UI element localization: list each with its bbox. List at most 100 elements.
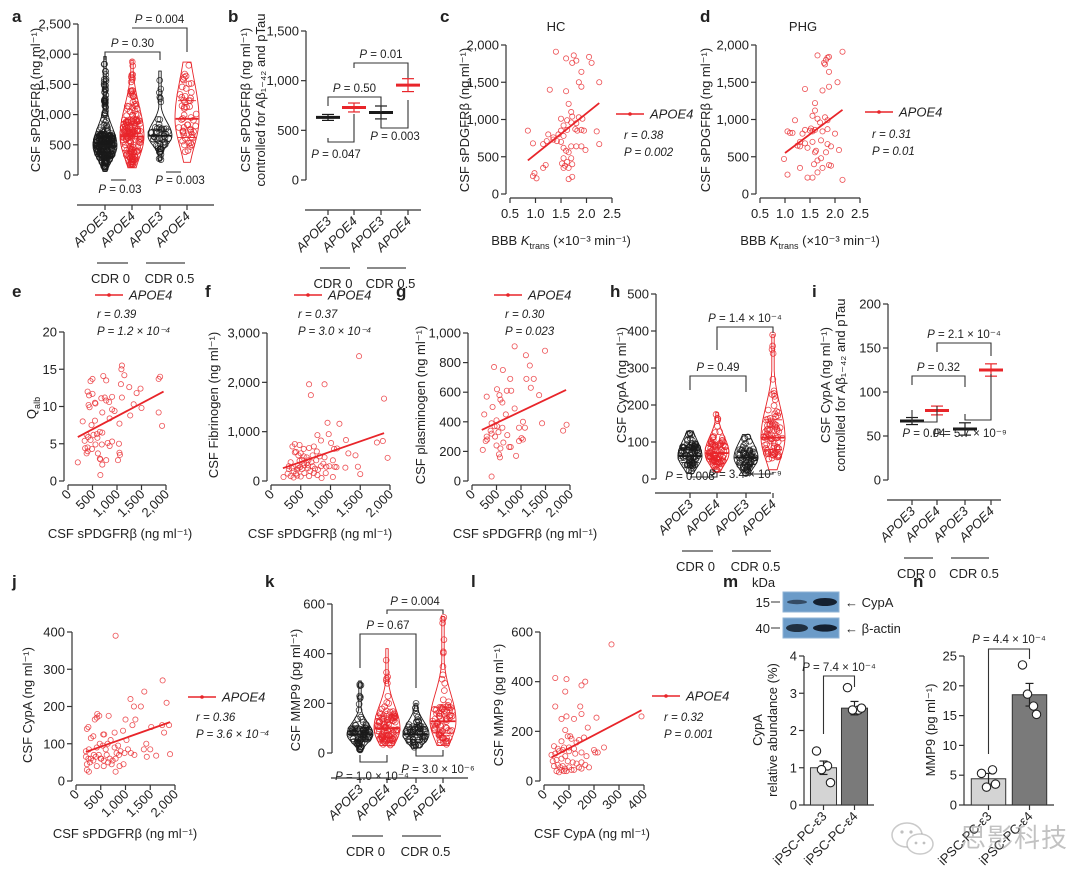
data-point [686, 435, 694, 442]
data-point [187, 139, 194, 147]
data-point [182, 72, 190, 80]
cdr-label: CDR 0 [676, 559, 715, 574]
data-point [323, 463, 330, 470]
data-point [361, 735, 369, 743]
regression-line [481, 389, 567, 431]
data-point [129, 141, 137, 149]
data-point [638, 713, 645, 720]
bar [1011, 694, 1048, 806]
y-tick-label: 5 [50, 436, 57, 451]
data-point [296, 441, 303, 448]
data-point [127, 78, 135, 86]
data-point [546, 86, 553, 93]
data-point [804, 144, 811, 151]
data-point [388, 740, 395, 747]
data-point [519, 418, 526, 425]
data-point [351, 725, 358, 732]
data-point [131, 128, 138, 136]
data-point [571, 766, 578, 773]
data-point [516, 438, 523, 445]
data-point [384, 716, 392, 723]
data-point [294, 472, 301, 479]
panel-label: h [610, 282, 620, 301]
data-point [769, 350, 777, 357]
data-point [138, 404, 145, 411]
data-point [773, 425, 781, 432]
data-point [137, 385, 144, 392]
data-point [536, 392, 543, 399]
data-point [98, 130, 106, 138]
data-point [127, 696, 134, 703]
data-point [775, 409, 782, 416]
data-point [764, 422, 771, 429]
y-tick-label: 0 [454, 474, 461, 489]
x-tick-label: 2,000 [148, 787, 182, 821]
data-point [569, 113, 576, 120]
data-point [479, 446, 486, 453]
data-point [412, 700, 420, 707]
data-point [762, 444, 770, 452]
data-point [100, 78, 108, 86]
data-point [410, 742, 418, 750]
legend-marker [877, 110, 881, 114]
data-point [122, 123, 129, 130]
x-tick-label: 2,000 [139, 487, 173, 521]
y-tick-label: 0 [292, 173, 299, 188]
y-tick-label: 5 [950, 768, 957, 783]
data-point [98, 441, 105, 448]
data-point [569, 59, 576, 66]
x-tick-label: 1,000 [98, 787, 132, 821]
data-point [112, 755, 119, 762]
p-value-label: P = 2.1 × 10⁻⁴ [927, 329, 1001, 341]
data-point [389, 708, 397, 715]
data-point [117, 381, 124, 388]
data-point [129, 91, 136, 98]
x-tick-label: 1,500 [333, 487, 367, 521]
data-point [321, 381, 328, 388]
data-point [787, 129, 794, 136]
data-point [511, 343, 518, 350]
data-point [571, 715, 578, 722]
data-point [715, 441, 722, 448]
x-tick-label: 2.5 [603, 206, 621, 221]
data-point [685, 454, 693, 461]
data-point [314, 472, 321, 479]
data-point [310, 443, 317, 450]
significance-bracket [911, 406, 938, 423]
data-point [103, 751, 110, 758]
data-point [382, 656, 390, 664]
p-value-label: P = 0.32 [917, 362, 960, 374]
x-tick-label: 0 [261, 487, 277, 503]
data-point [134, 143, 142, 151]
data-point [375, 713, 382, 721]
data-point [987, 765, 998, 775]
data-point [442, 738, 450, 745]
x-tick-label: 2.0 [577, 206, 595, 221]
x-axis-label: CSF sPDGFRβ (ng ml⁻¹) [53, 826, 197, 841]
data-point [94, 137, 101, 145]
data-point [560, 155, 567, 162]
data-point [318, 475, 325, 482]
stat-r: r = 0.39 [97, 309, 137, 321]
data-point [438, 675, 446, 683]
data-point [493, 442, 500, 449]
data-point [101, 60, 108, 68]
x-tick-label: 1,500 [114, 487, 148, 521]
data-point [812, 126, 819, 133]
y-axis-label: CSF sPDGFRβ (ng ml⁻¹) [457, 48, 472, 192]
stat-p: P = 0.01 [872, 146, 915, 158]
p-value-label: P = 0.50 [333, 83, 376, 95]
data-point [415, 729, 423, 736]
data-point [495, 451, 502, 458]
data-point [132, 716, 139, 723]
data-point [128, 58, 136, 66]
data-point [287, 473, 294, 480]
data-point [789, 129, 796, 136]
legend-marker [306, 293, 310, 297]
data-point [439, 663, 447, 670]
data-point [115, 440, 122, 447]
data-point [411, 724, 419, 731]
p-value-label: P = 0.004 [390, 596, 440, 608]
data-point [98, 149, 106, 156]
data-point [582, 147, 589, 154]
